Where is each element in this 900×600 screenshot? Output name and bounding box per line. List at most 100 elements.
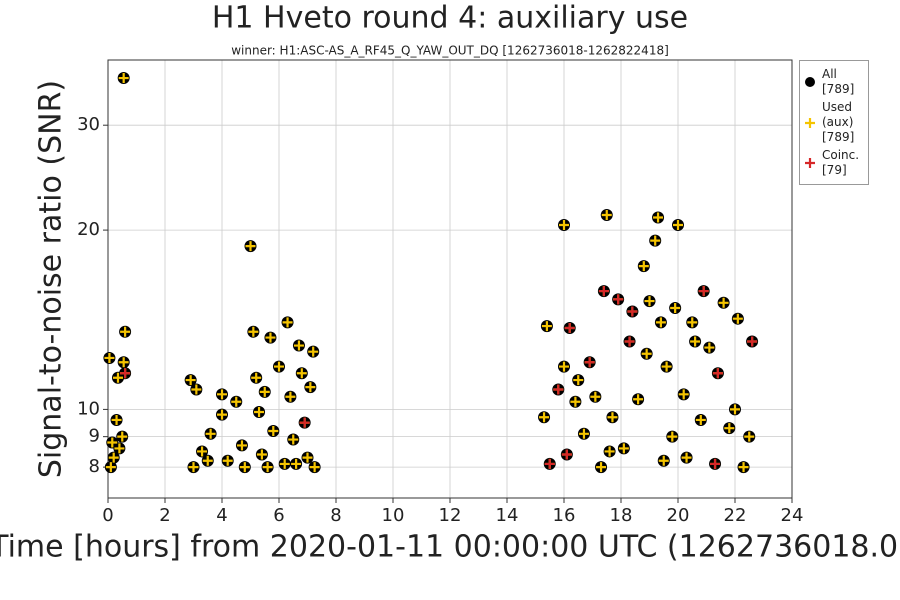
point [541, 321, 552, 332]
point [285, 391, 296, 402]
legend-label: Used (aux) [789] [822, 100, 855, 144]
point [718, 297, 729, 308]
point [279, 458, 290, 469]
point [120, 368, 131, 379]
point [251, 372, 262, 383]
legend-marker [805, 77, 815, 87]
x-tick-label: 14 [496, 505, 519, 526]
point [618, 443, 629, 454]
point [712, 368, 723, 379]
x-tick-label: 0 [102, 505, 113, 526]
point [296, 368, 307, 379]
point [248, 326, 259, 337]
x-tick-label: 2 [159, 505, 170, 526]
legend-marker [805, 117, 815, 128]
legend-label: Coinc. [79] [822, 148, 860, 177]
point [633, 394, 644, 405]
point [256, 449, 267, 460]
x-tick-label: 16 [553, 505, 576, 526]
point [687, 317, 698, 328]
point [117, 431, 128, 442]
point [596, 462, 607, 473]
point [544, 458, 555, 469]
point [222, 455, 233, 466]
point [274, 361, 284, 372]
point [268, 425, 279, 436]
point [570, 396, 581, 407]
point [678, 389, 689, 400]
point [205, 428, 216, 439]
point [118, 73, 129, 84]
point [111, 414, 122, 425]
point [724, 423, 735, 434]
point [661, 361, 672, 372]
point [245, 241, 256, 252]
y-tick-label: 20 [77, 219, 100, 240]
point [305, 382, 316, 393]
point [805, 158, 815, 168]
point [704, 342, 715, 353]
point [658, 455, 669, 466]
y-tick-label: 10 [77, 398, 100, 419]
point [584, 357, 595, 368]
point [564, 322, 575, 333]
legend-entry: Coinc. [79] [804, 148, 864, 178]
point [653, 212, 664, 223]
point [236, 440, 247, 451]
legend-marker [805, 158, 815, 168]
x-tick-label: 22 [724, 505, 747, 526]
point [730, 404, 740, 415]
point [539, 412, 550, 423]
point [118, 357, 129, 368]
point [293, 340, 304, 351]
chart-subtitle: winner: H1:ASC-AS_A_RF45_Q_YAW_OUT_DQ [1… [231, 44, 669, 58]
point [607, 412, 618, 423]
point [744, 431, 755, 442]
point [254, 407, 265, 418]
point [302, 452, 313, 463]
point [690, 336, 701, 347]
point [598, 286, 609, 297]
point [262, 462, 273, 473]
point [805, 77, 815, 87]
point [265, 332, 276, 343]
point [185, 375, 196, 386]
x-tick-label: 12 [439, 505, 462, 526]
point [202, 455, 213, 466]
point [590, 391, 601, 402]
point [747, 336, 758, 347]
point [197, 446, 208, 457]
point [710, 458, 721, 469]
point [105, 462, 116, 473]
point [282, 317, 293, 328]
point [107, 437, 118, 448]
point [191, 384, 202, 395]
point [573, 375, 584, 386]
x-tick-label: 20 [667, 505, 690, 526]
point [559, 219, 569, 230]
point [673, 219, 683, 230]
point [309, 462, 320, 473]
point [601, 210, 612, 221]
point [308, 346, 319, 357]
legend-entry: Used (aux) [789] [804, 100, 864, 145]
point [805, 117, 815, 128]
point [291, 458, 302, 469]
point [578, 428, 589, 439]
point [299, 417, 310, 428]
y-axis-label: Signal-to-noise ratio (SNR) [34, 80, 69, 478]
point [188, 462, 199, 473]
point [667, 431, 678, 442]
x-tick-label: 6 [273, 505, 284, 526]
point [681, 452, 692, 463]
point [288, 434, 299, 445]
point [120, 326, 131, 337]
legend-label: All [789] [822, 67, 855, 96]
point [732, 313, 743, 324]
y-tick-label: 30 [77, 114, 100, 135]
x-tick-label: 8 [330, 505, 341, 526]
point [217, 389, 227, 400]
point [108, 452, 119, 463]
point [698, 286, 709, 297]
